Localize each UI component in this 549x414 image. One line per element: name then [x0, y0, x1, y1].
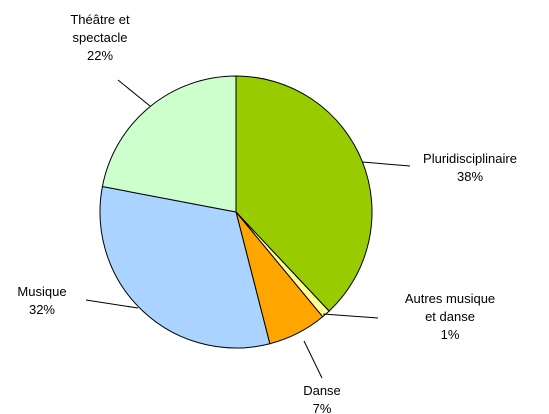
slice-label: Autres musique et danse 1% [401, 290, 500, 344]
pie-slice [101, 75, 237, 213]
leader-line [303, 340, 323, 379]
leader-line [85, 299, 139, 309]
value-label: 22% [86, 48, 114, 63]
leader-line [117, 79, 151, 107]
category-label: Danse [303, 383, 341, 398]
category-label: Autres musique et danse [404, 291, 496, 324]
slice-label: Musique 32% [17, 283, 66, 319]
category-label: Théâtre et spectacle [70, 12, 130, 45]
leader-lines [85, 79, 411, 379]
value-label: 38% [456, 169, 484, 184]
category-label: Pluridisciplinaire [423, 151, 517, 166]
leader-line [361, 161, 411, 167]
pie-slice [99, 185, 271, 349]
slice-label: Théâtre et spectacle 22% [55, 11, 145, 65]
slice-label: Danse 7% [303, 382, 341, 414]
category-label: Musique [17, 284, 67, 299]
value-label: 32% [28, 302, 56, 317]
value-label: 1% [440, 327, 460, 342]
slice-label: Pluridisciplinaire 38% [423, 150, 517, 186]
value-label: 7% [312, 401, 332, 414]
leader-line [322, 313, 379, 319]
